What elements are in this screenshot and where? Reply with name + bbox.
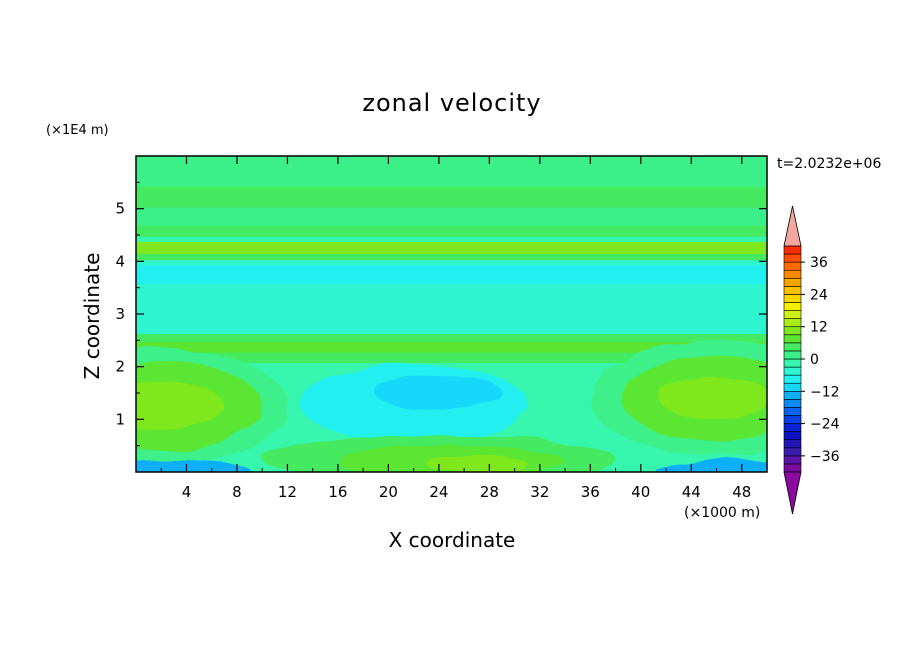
y-tick-label-1: 1 <box>115 410 125 428</box>
colorbar-swatch-0 <box>783 463 802 473</box>
y-unit-label: (×1E4 m) <box>46 123 109 138</box>
y-axis: 1 2 3 4 5 <box>115 181 767 447</box>
x-tick-label-28: 28 <box>480 483 499 501</box>
colorbar-swatch-9 <box>783 390 802 400</box>
x-tick-label-48: 48 <box>732 483 751 501</box>
colorbar-tick-label: 36 <box>810 255 828 271</box>
contour-layer-11 <box>136 323 767 337</box>
contour-layer-2 <box>136 207 767 229</box>
colorbar-swatch-5 <box>783 423 802 432</box>
time-label: t=2.0232e+06 <box>777 156 881 172</box>
colorbar-swatch-26 <box>783 253 802 263</box>
contour-layer-7 <box>136 260 767 268</box>
y-tick-label-5: 5 <box>115 200 125 218</box>
colorbar-swatch-25 <box>783 261 802 271</box>
x-tick-label-32: 32 <box>530 483 549 501</box>
colorbar-swatch-2 <box>783 447 802 457</box>
x-tick-label-4: 4 <box>182 483 192 501</box>
x-tick-label-12: 12 <box>278 483 297 501</box>
colorbar-tick-label: 12 <box>810 320 828 336</box>
contour-feature-10 <box>426 454 528 472</box>
colorbar-swatch-15 <box>783 342 802 352</box>
plot-area <box>136 156 767 472</box>
x-tick-label-20: 20 <box>379 483 398 501</box>
colorbar-swatch-8 <box>783 399 802 408</box>
colorbar-swatch-17 <box>783 326 802 336</box>
contour-layer-14 <box>136 352 767 366</box>
colorbar-swatch-14 <box>783 350 802 360</box>
colorbar-swatch-22 <box>783 286 802 295</box>
x-tick-label-24: 24 <box>429 483 448 501</box>
colorbar-over-triangle <box>783 205 802 247</box>
colorbar-tick-label: −36 <box>810 449 840 465</box>
contour-layer-8 <box>136 265 767 287</box>
colorbar-swatch-27 <box>783 245 802 255</box>
colorbar-swatch-11 <box>783 374 802 384</box>
contour-layer-6 <box>136 254 767 263</box>
colorbar-swatch-19 <box>783 310 802 319</box>
colorbar-swatch-21 <box>783 294 802 303</box>
colorbar-swatch-24 <box>783 269 802 279</box>
colorbar-tick-label: 24 <box>810 287 828 303</box>
contour-feature-11 <box>136 459 250 472</box>
contour-layer-4 <box>136 236 767 244</box>
contour-layer-0 <box>136 156 767 189</box>
colorbar-swatch-4 <box>783 431 802 441</box>
contour-layer-12 <box>136 334 767 344</box>
colorbar-under-triangle <box>783 471 802 515</box>
contour-features <box>136 340 767 472</box>
colorbar-swatch-12 <box>783 366 802 376</box>
contour-layer-10 <box>136 302 767 326</box>
x-tick-label-40: 40 <box>631 483 650 501</box>
contour-feature-2 <box>136 382 225 430</box>
colorbar-tick-label: −24 <box>810 417 840 433</box>
contour-layer-3 <box>136 226 767 239</box>
x-unit-label: (×1000 m) <box>684 505 760 521</box>
x-axis: 4 8 12 16 20 24 28 32 36 40 44 48 <box>160 156 751 501</box>
colorbar-swatch-6 <box>783 415 802 424</box>
colorbar-swatch-13 <box>783 358 802 368</box>
y-tick-label-2: 2 <box>115 358 125 376</box>
contour-layer-9 <box>136 284 767 305</box>
colorbar-swatch-3 <box>783 439 802 449</box>
y-axis-label: Z coordinate <box>80 253 104 380</box>
colorbar-swatch-7 <box>783 407 802 416</box>
colorbar-tick-label: 0 <box>810 352 819 368</box>
colorbar-swatch-1 <box>783 455 802 465</box>
x-tick-label-44: 44 <box>682 483 701 501</box>
x-tick-label-8: 8 <box>232 483 242 501</box>
contour-feature-12 <box>653 459 767 472</box>
y-tick-label-3: 3 <box>115 305 125 323</box>
contour-layer-13 <box>136 341 767 355</box>
chart-title: zonal velocity <box>362 89 541 117</box>
y-tick-label-4: 4 <box>115 252 125 270</box>
colorbar: 36 24 12 0 −12 −24 −36 <box>783 205 840 515</box>
colorbar-tick-label: −12 <box>810 384 840 400</box>
contour-layer-1 <box>136 186 767 210</box>
colorbar-swatch-23 <box>783 277 802 287</box>
contour-feature-7 <box>375 374 502 412</box>
x-tick-label-16: 16 <box>328 483 347 501</box>
x-axis-label: X coordinate <box>389 528 516 552</box>
contour-feature-5 <box>659 377 767 420</box>
x-tick-label-36: 36 <box>581 483 600 501</box>
colorbar-swatch-10 <box>783 382 802 392</box>
colorbar-swatch-18 <box>783 318 802 328</box>
colorbar-swatch-20 <box>783 302 802 311</box>
contour-layer-5 <box>136 241 767 257</box>
colorbar-swatch-16 <box>783 334 802 344</box>
